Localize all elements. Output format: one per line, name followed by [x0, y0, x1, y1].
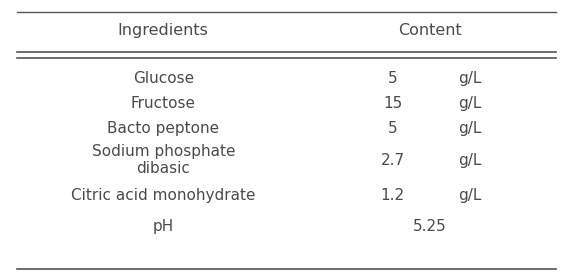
Text: Glucose: Glucose: [133, 71, 194, 85]
Text: pH: pH: [152, 219, 174, 233]
Text: g/L: g/L: [458, 189, 481, 203]
Text: g/L: g/L: [458, 121, 481, 136]
Text: 5: 5: [388, 121, 397, 136]
Text: Sodium phosphate
dibasic: Sodium phosphate dibasic: [92, 144, 235, 176]
Text: g/L: g/L: [458, 153, 481, 168]
Text: g/L: g/L: [458, 71, 481, 85]
Text: 2.7: 2.7: [380, 153, 405, 168]
Text: Content: Content: [398, 23, 462, 38]
Text: Bacto peptone: Bacto peptone: [107, 121, 219, 136]
Text: 5.25: 5.25: [413, 219, 446, 233]
Text: 5: 5: [388, 71, 397, 85]
Text: 15: 15: [383, 96, 402, 111]
Text: 1.2: 1.2: [380, 189, 405, 203]
Text: Fructose: Fructose: [131, 96, 196, 111]
Text: Ingredients: Ingredients: [118, 23, 209, 38]
Text: Citric acid monohydrate: Citric acid monohydrate: [71, 189, 256, 203]
Text: g/L: g/L: [458, 96, 481, 111]
